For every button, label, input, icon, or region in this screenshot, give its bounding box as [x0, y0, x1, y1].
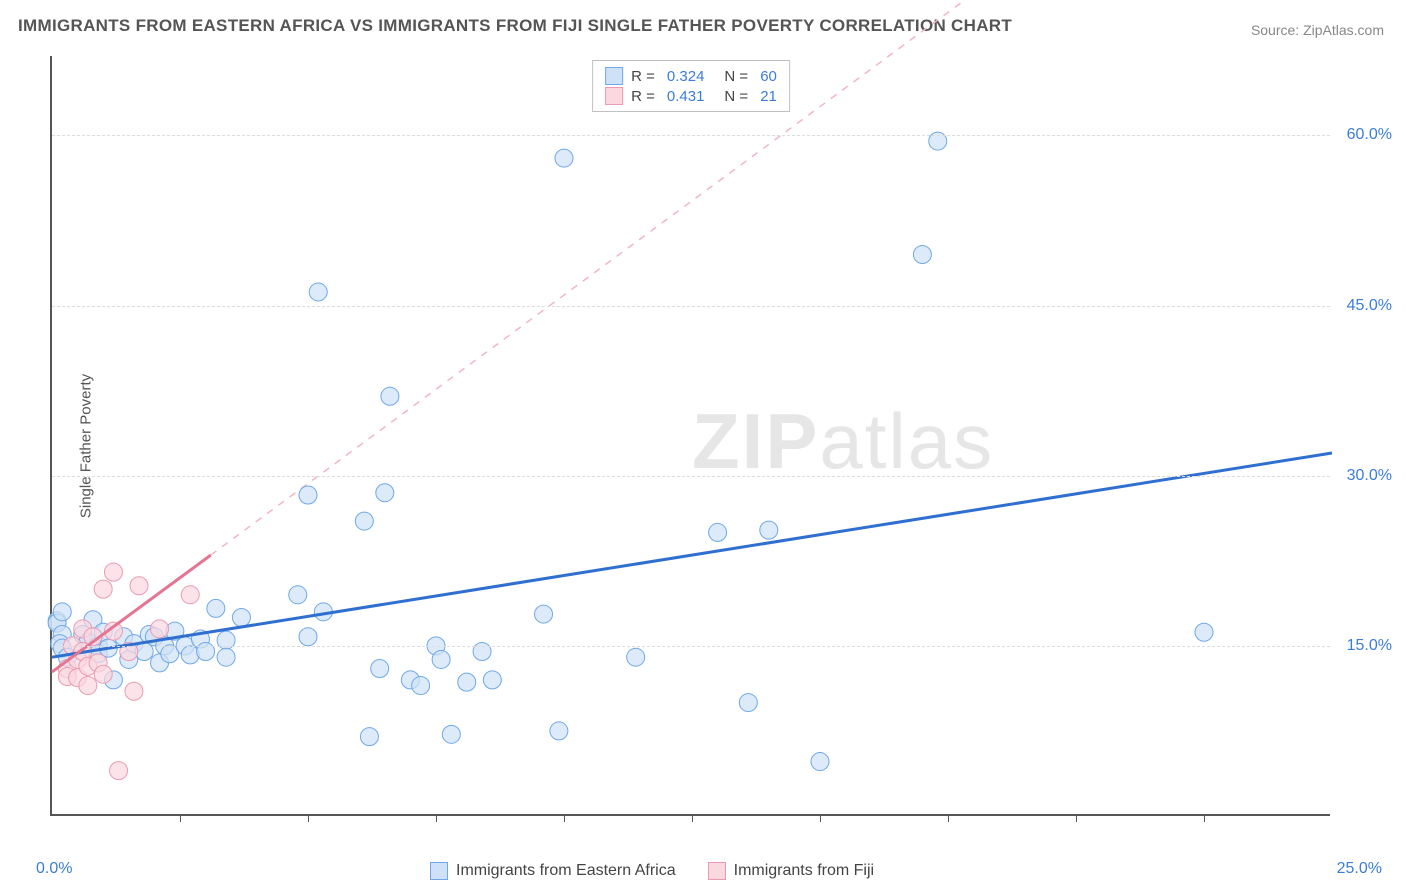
data-point-a [376, 484, 394, 502]
data-point-a [709, 523, 727, 541]
data-point-a [381, 387, 399, 405]
data-point-a [360, 728, 378, 746]
data-point-a [289, 586, 307, 604]
data-point-a [760, 521, 778, 539]
gridline [52, 476, 1330, 477]
data-point-a [232, 608, 250, 626]
data-point-a [913, 246, 931, 264]
data-point-b [181, 586, 199, 604]
x-tick [436, 814, 437, 822]
gridline [52, 135, 1330, 136]
data-point-a [299, 486, 317, 504]
x-max-label: 25.0% [1337, 860, 1382, 878]
x-tick [820, 814, 821, 822]
regression-line-a [52, 453, 1332, 657]
data-point-a [355, 512, 373, 530]
gridline [52, 646, 1330, 647]
data-point-a [207, 599, 225, 617]
x-tick [692, 814, 693, 822]
y-tick-label: 15.0% [1347, 637, 1392, 655]
data-point-a [53, 603, 71, 621]
y-tick-label: 60.0% [1347, 126, 1392, 144]
series-legend: Immigrants from Eastern Africa Immigrant… [430, 862, 874, 880]
data-point-a [555, 149, 573, 167]
x-min-label: 0.0% [36, 860, 72, 878]
data-point-a [309, 283, 327, 301]
y-tick-label: 45.0% [1347, 297, 1392, 315]
data-point-a [1195, 623, 1213, 641]
data-point-a [412, 677, 430, 695]
chart-title: IMMIGRANTS FROM EASTERN AFRICA VS IMMIGR… [18, 16, 1012, 36]
legend-item-a: Immigrants from Eastern Africa [430, 862, 676, 880]
swatch-series-b [605, 87, 623, 105]
x-tick [1204, 814, 1205, 822]
data-point-a [811, 753, 829, 771]
data-point-b [104, 563, 122, 581]
data-point-b [94, 665, 112, 683]
data-point-a [627, 648, 645, 666]
data-point-b [130, 577, 148, 595]
data-point-b [79, 677, 97, 695]
data-point-a [483, 671, 501, 689]
data-point-b [94, 580, 112, 598]
y-tick-label: 30.0% [1347, 467, 1392, 485]
swatch-icon [430, 862, 448, 880]
stats-legend-row-b: R = 0.431 N = 21 [605, 86, 777, 106]
x-tick [308, 814, 309, 822]
data-point-a [432, 650, 450, 668]
data-point-b [125, 682, 143, 700]
data-point-a [458, 673, 476, 691]
legend-item-b: Immigrants from Fiji [708, 862, 874, 880]
data-point-a [371, 660, 389, 678]
data-point-a [442, 725, 460, 743]
data-point-b [151, 620, 169, 638]
data-point-a [217, 648, 235, 666]
x-tick [180, 814, 181, 822]
x-tick [1076, 814, 1077, 822]
data-point-b [110, 762, 128, 780]
data-point-a [181, 646, 199, 664]
plot-svg [52, 56, 1330, 814]
stats-legend: R = 0.324 N = 60 R = 0.431 N = 21 [592, 60, 790, 112]
x-tick [948, 814, 949, 822]
data-point-a [550, 722, 568, 740]
x-tick [564, 814, 565, 822]
data-point-a [535, 605, 553, 623]
data-point-a [299, 628, 317, 646]
data-point-a [739, 694, 757, 712]
stats-legend-row-a: R = 0.324 N = 60 [605, 66, 777, 86]
swatch-series-a [605, 67, 623, 85]
gridline [52, 306, 1330, 307]
source-credit: Source: ZipAtlas.com [1251, 22, 1384, 38]
swatch-icon [708, 862, 726, 880]
plot-area: ZIPatlas R = 0.324 N = 60 R = 0.431 N = … [50, 56, 1330, 816]
